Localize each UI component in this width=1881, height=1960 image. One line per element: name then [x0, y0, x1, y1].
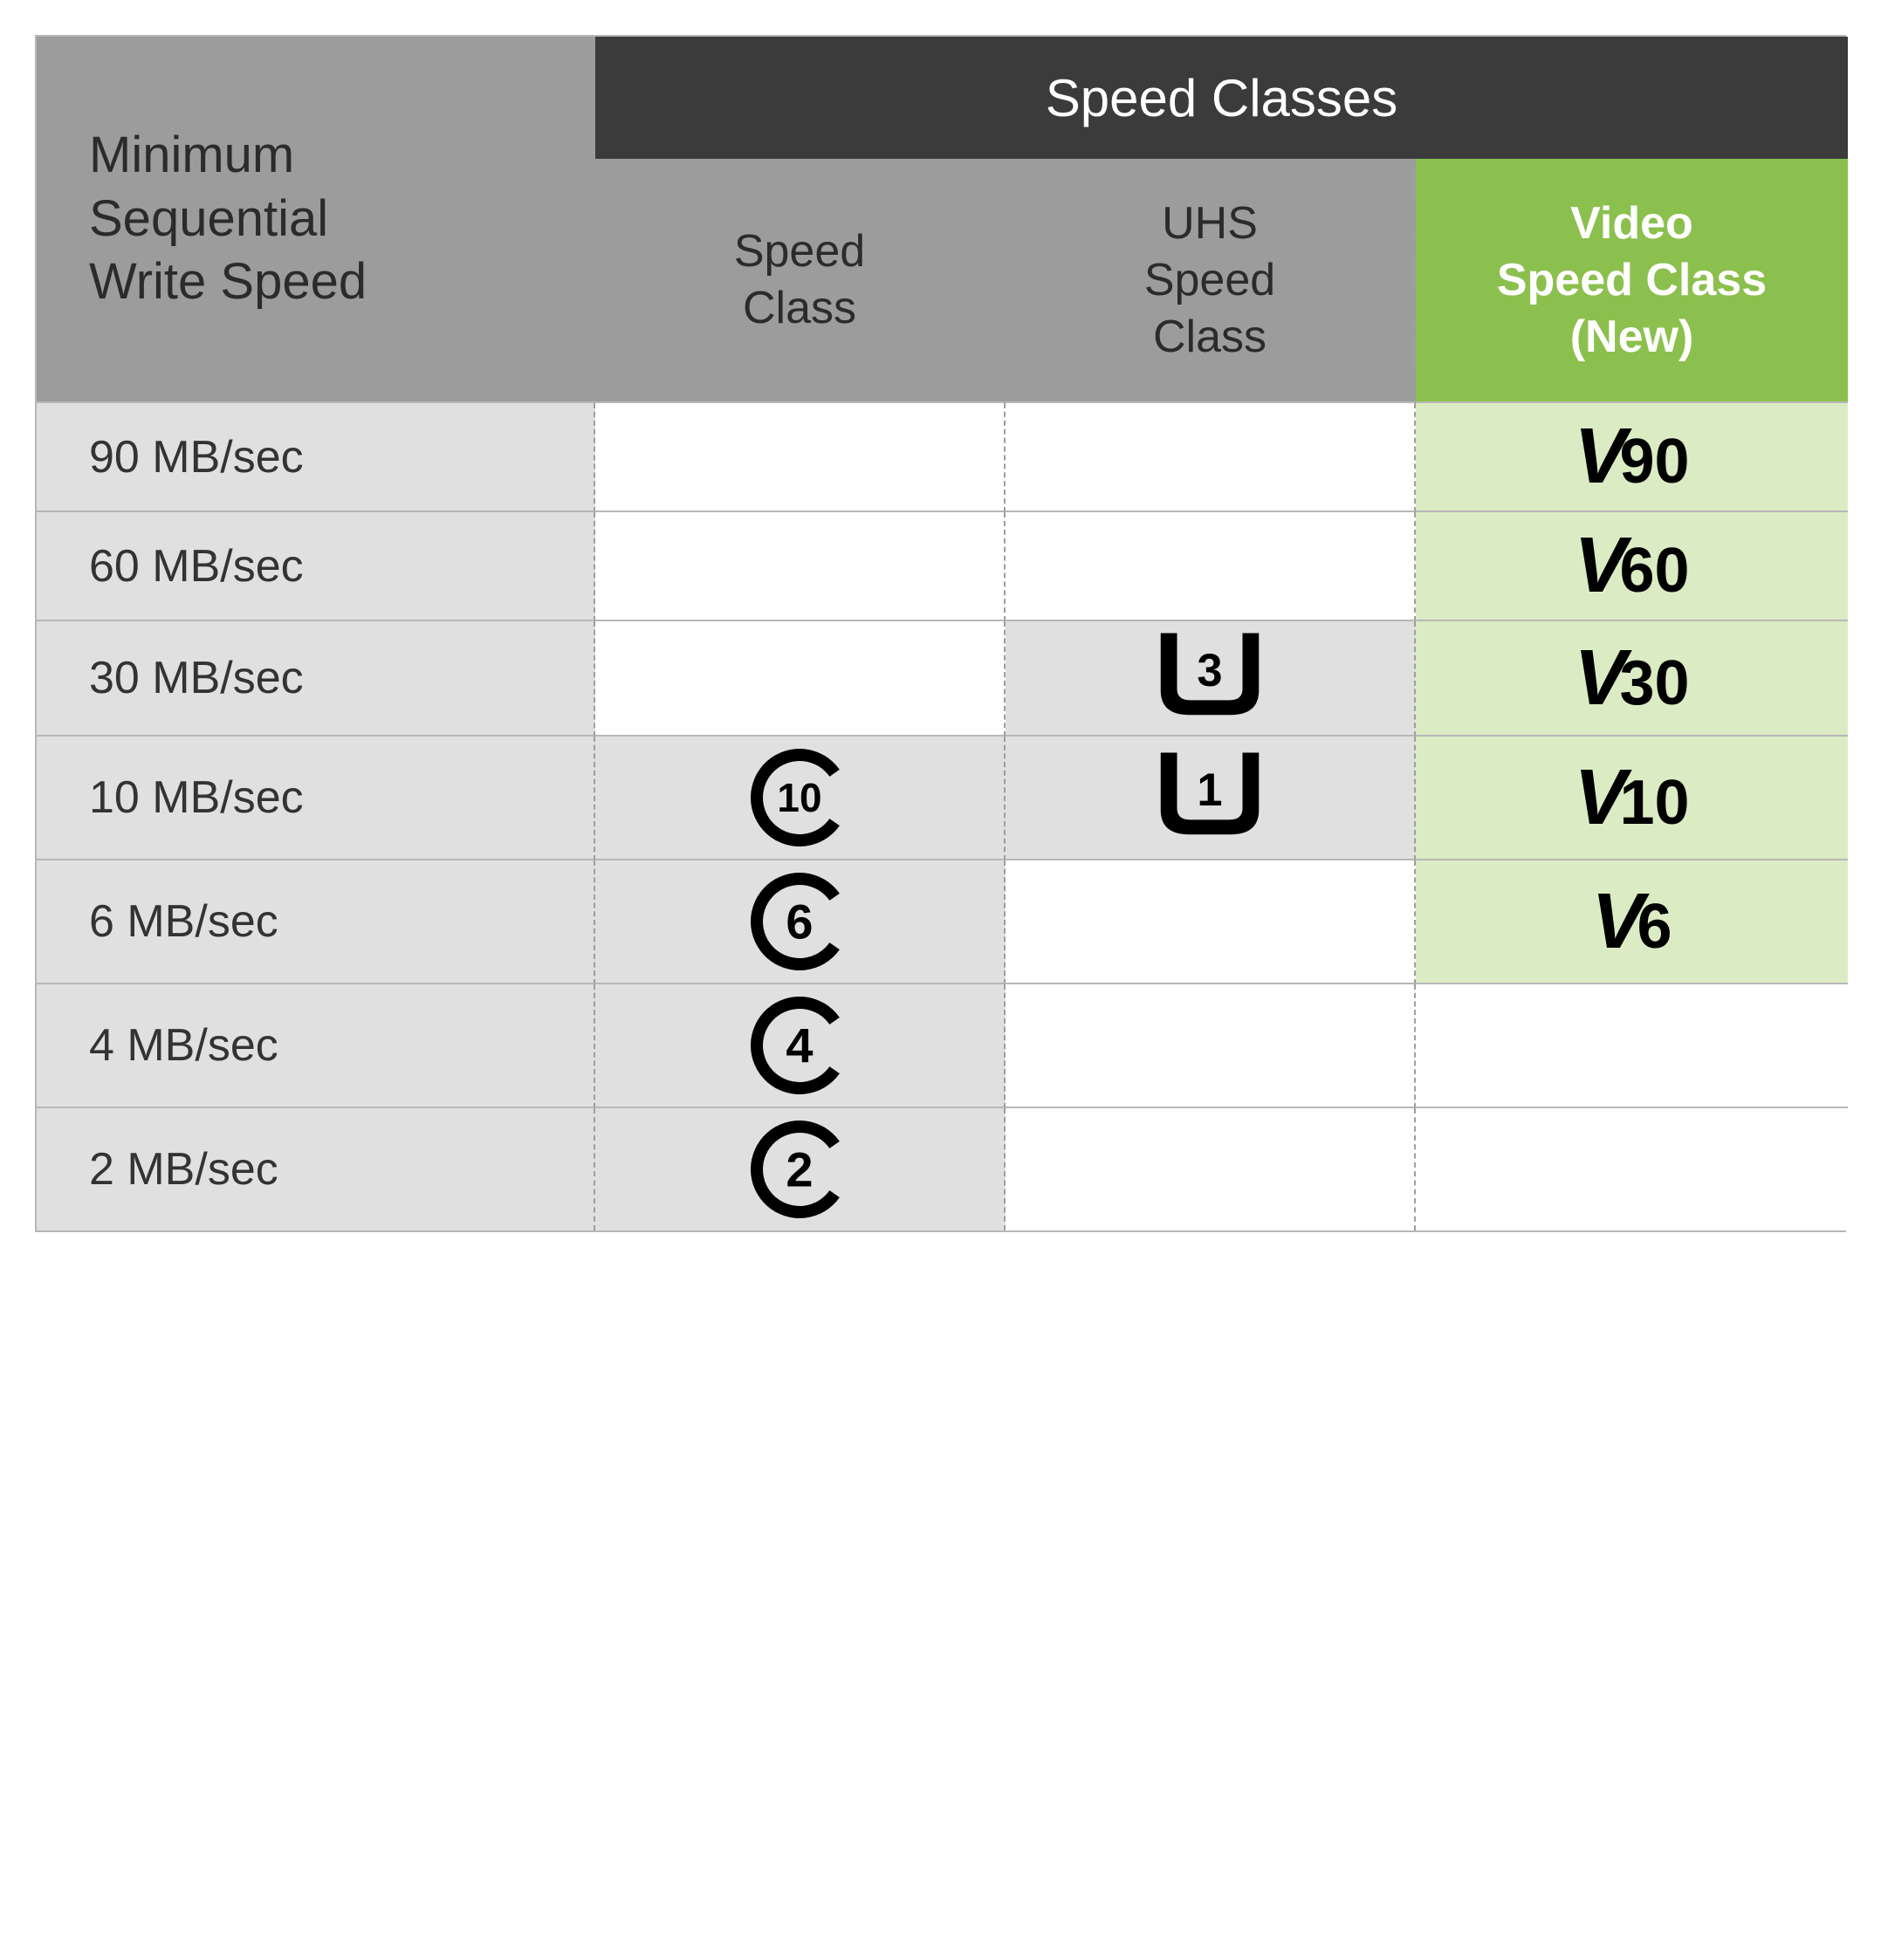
video-class-icon: V30	[1574, 634, 1689, 723]
header-row-label: MinimumSequentialWrite Speed	[37, 37, 595, 403]
speed-class-cell	[595, 403, 1006, 512]
speed-label: 90 MB/sec	[37, 403, 595, 512]
speed-class-icon: 10	[747, 745, 852, 850]
svg-text:1: 1	[1197, 764, 1222, 816]
svg-text:10: 10	[777, 775, 821, 820]
speed-label: 2 MB/sec	[37, 1108, 595, 1230]
header-col-video_class: VideoSpeed Class(New)	[1416, 159, 1848, 403]
uhs-class-cell: 3	[1006, 621, 1416, 737]
video-class-icon: V60	[1574, 521, 1689, 611]
speed-label: 4 MB/sec	[37, 984, 595, 1108]
speed-class-cell: 4	[595, 984, 1006, 1108]
video-class-cell: V10	[1416, 737, 1848, 860]
video-class-cell: V90	[1416, 403, 1848, 512]
speed-label: 30 MB/sec	[37, 621, 595, 737]
uhs-class-cell	[1006, 984, 1416, 1108]
uhs-class-icon: 3	[1144, 630, 1275, 726]
speed-class-cell: 6	[595, 860, 1006, 984]
speed-class-icon: 2	[747, 1117, 852, 1222]
speed-label: 10 MB/sec	[37, 737, 595, 860]
speed-label: 60 MB/sec	[37, 512, 595, 621]
svg-text:4: 4	[786, 1018, 813, 1073]
video-class-cell: V60	[1416, 512, 1848, 621]
uhs-class-cell	[1006, 512, 1416, 621]
svg-text:2: 2	[786, 1142, 813, 1197]
speed-class-icon: 4	[747, 993, 852, 1098]
uhs-class-cell	[1006, 860, 1416, 984]
video-class-cell	[1416, 1108, 1848, 1230]
header-col-uhs_class: UHSSpeedClass	[1006, 159, 1416, 403]
speed-class-cell	[595, 512, 1006, 621]
speed-class-table: MinimumSequentialWrite SpeedSpeed Classe…	[35, 35, 1846, 1232]
uhs-class-cell	[1006, 403, 1416, 512]
video-class-cell	[1416, 984, 1848, 1108]
speed-class-cell: 2	[595, 1108, 1006, 1230]
svg-text:3: 3	[1197, 645, 1222, 696]
header-col-speed_class: SpeedClass	[595, 159, 1006, 403]
uhs-class-cell: 1	[1006, 737, 1416, 860]
uhs-class-icon: 1	[1144, 750, 1275, 846]
video-class-cell: V30	[1416, 621, 1848, 737]
svg-text:6: 6	[786, 894, 813, 949]
header-group-label: Speed Classes	[595, 37, 1848, 159]
video-class-icon: V90	[1574, 412, 1689, 502]
speed-class-cell: 10	[595, 737, 1006, 860]
uhs-class-cell	[1006, 1108, 1416, 1230]
video-class-icon: V10	[1574, 753, 1689, 843]
speed-label: 6 MB/sec	[37, 860, 595, 984]
speed-class-icon: 6	[747, 869, 852, 974]
speed-class-cell	[595, 621, 1006, 737]
video-class-cell: V6	[1416, 860, 1848, 984]
video-class-icon: V6	[1591, 877, 1672, 967]
